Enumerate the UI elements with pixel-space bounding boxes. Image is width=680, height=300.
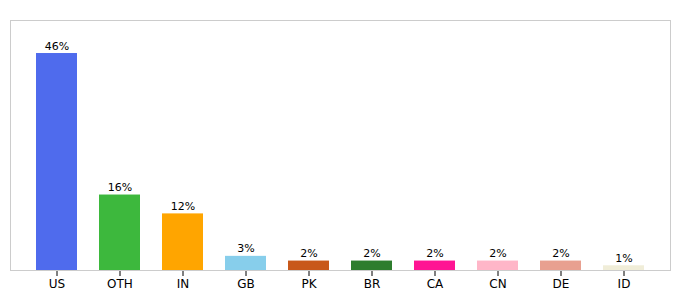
svg-text:OTH: OTH [107, 277, 133, 291]
svg-text:2%: 2% [363, 247, 380, 260]
svg-text:BR: BR [364, 277, 381, 291]
svg-text:DE: DE [553, 277, 570, 291]
svg-text:US: US [49, 277, 65, 291]
svg-text:IN: IN [177, 277, 190, 291]
svg-text:2%: 2% [426, 247, 443, 260]
svg-text:CA: CA [427, 277, 444, 291]
svg-text:2%: 2% [300, 247, 317, 260]
svg-text:PK: PK [301, 277, 317, 291]
svg-text:46%: 46% [45, 40, 69, 53]
svg-text:3%: 3% [237, 242, 254, 255]
svg-text:1%: 1% [615, 252, 632, 265]
svg-text:ID: ID [618, 277, 631, 291]
svg-text:GB: GB [237, 277, 255, 291]
svg-text:16%: 16% [108, 181, 132, 194]
svg-text:2%: 2% [552, 247, 569, 260]
svg-text:2%: 2% [489, 247, 506, 260]
svg-text:CN: CN [489, 277, 506, 291]
svg-text:12%: 12% [171, 200, 195, 213]
